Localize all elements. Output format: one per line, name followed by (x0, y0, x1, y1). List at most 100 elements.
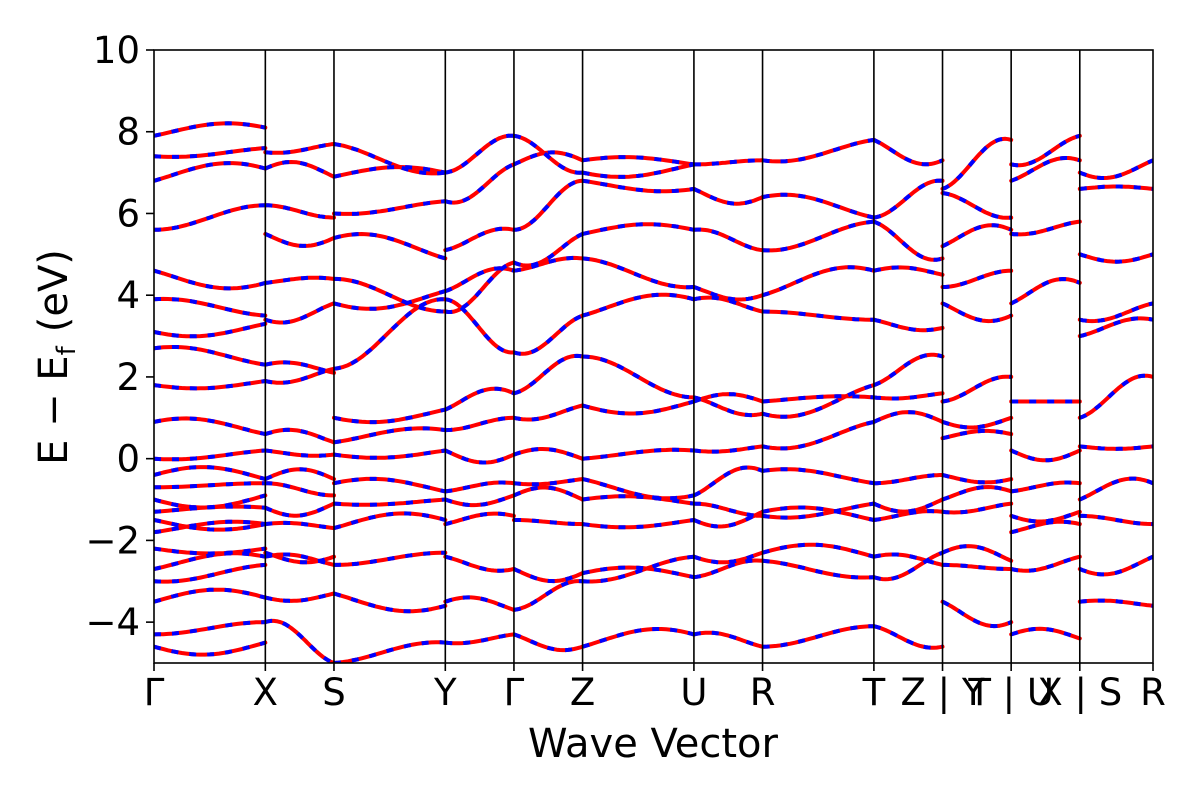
y-tick-label: 4 (116, 274, 140, 317)
band-line-blue (941, 484, 1012, 502)
band-line-blue (154, 481, 266, 490)
band-line-blue (1079, 554, 1153, 577)
svg-text:E − Ef(eV): E − Ef (eV) (31, 249, 82, 465)
band-line-blue (444, 133, 514, 175)
band-line-blue (513, 567, 584, 584)
band-line-blue (264, 366, 335, 385)
band-line-blue (333, 297, 446, 371)
band-line-blue (1010, 156, 1081, 183)
band-line-blue (873, 497, 944, 514)
band-line-blue (154, 620, 266, 637)
band-line-blue (333, 511, 446, 531)
band-line-blue (154, 161, 266, 183)
band-line-blue (1010, 276, 1081, 306)
band-line-blue (941, 599, 1012, 629)
band-line-blue (333, 448, 446, 460)
band-line-blue (265, 142, 335, 155)
band-line-blue (154, 493, 266, 510)
y-tick-label: 0 (116, 438, 140, 481)
band-line-blue (265, 481, 334, 498)
band-line-blue (513, 150, 584, 167)
band-line-blue (762, 192, 875, 220)
band-line-blue (513, 255, 583, 273)
band-lines (154, 121, 1153, 663)
y-tick-label: −4 (85, 601, 140, 644)
band-line-blue (333, 407, 446, 425)
x-tick-label: Z | Y (901, 671, 985, 714)
band-line-blue (1079, 316, 1153, 339)
band-line-blue (942, 428, 1012, 441)
band-line-blue (513, 447, 584, 461)
band-line-blue (154, 321, 266, 339)
band-line-blue (693, 392, 764, 404)
band-line-blue (264, 467, 335, 481)
band-line-blue (693, 509, 764, 529)
band-line-blue (264, 591, 335, 603)
band-line-blue (154, 562, 266, 584)
y-tick-label: 8 (116, 111, 140, 154)
band-line-blue (942, 191, 1012, 220)
band-line-blue (1079, 252, 1153, 264)
band-line-blue (333, 497, 446, 507)
x-tick-label: Γ (504, 671, 525, 714)
band-line-blue (873, 473, 943, 486)
band-line-blue (265, 275, 335, 285)
band-line-blue (582, 518, 695, 530)
band-line-blue (693, 295, 764, 314)
band-line-blue (264, 301, 335, 325)
band-line-blue (444, 511, 515, 527)
band-line-blue (333, 640, 446, 663)
band-line-blue (445, 415, 514, 433)
band-line-blue (1010, 519, 1081, 535)
band-line-blue (693, 395, 764, 418)
x-axis-title: Wave Vector (528, 721, 779, 767)
x-tick-label: X | S (1037, 671, 1122, 714)
band-line-blue (873, 410, 944, 424)
band-line-blue (693, 187, 764, 206)
band-line-blue (1010, 554, 1081, 573)
band-line-blue (333, 289, 446, 311)
band-line-blue (873, 624, 943, 650)
band-line-blue (154, 296, 266, 318)
band-line-blue (154, 203, 266, 232)
band-line-blue (264, 232, 335, 248)
band-line-blue (941, 301, 1013, 324)
band-line-blue (333, 142, 446, 176)
x-tick-label: T (862, 671, 886, 714)
band-line-blue (444, 448, 515, 465)
band-line-blue (582, 447, 695, 461)
band-line-blue (154, 121, 266, 138)
band-line-blue (154, 379, 266, 391)
y-axis-title-main: E − E (31, 355, 77, 465)
band-line-blue (513, 232, 584, 268)
band-line-blue (154, 146, 266, 159)
band-line-blue (265, 203, 335, 220)
band-line-blue (941, 415, 1012, 430)
band-line-blue (513, 518, 583, 527)
band-line-blue (513, 485, 584, 502)
band-line-blue (582, 565, 695, 580)
band-line-blue (154, 268, 266, 291)
band-line-blue (942, 473, 1012, 485)
y-tick-label: 10 (93, 29, 140, 72)
band-line-blue (333, 476, 446, 494)
band-line-blue (762, 265, 875, 298)
band-line-blue (693, 501, 763, 518)
band-line-blue (154, 345, 266, 367)
band-line-blue (693, 465, 764, 498)
x-tick-label: X (253, 671, 278, 714)
band-line-blue (444, 226, 515, 253)
band-line-blue (1079, 444, 1153, 451)
x-tick-label: R (1140, 671, 1166, 714)
x-tick-label: Z (570, 671, 595, 714)
band-line-blue (582, 627, 695, 649)
band-line-blue (264, 550, 335, 565)
band-line-blue (265, 448, 335, 458)
band-line-blue (444, 554, 515, 573)
band-line-blue (264, 618, 335, 663)
band-line-blue (693, 558, 763, 580)
band-line-blue (873, 178, 943, 220)
band-line-blue (582, 178, 695, 194)
band-line-blue (762, 542, 875, 559)
